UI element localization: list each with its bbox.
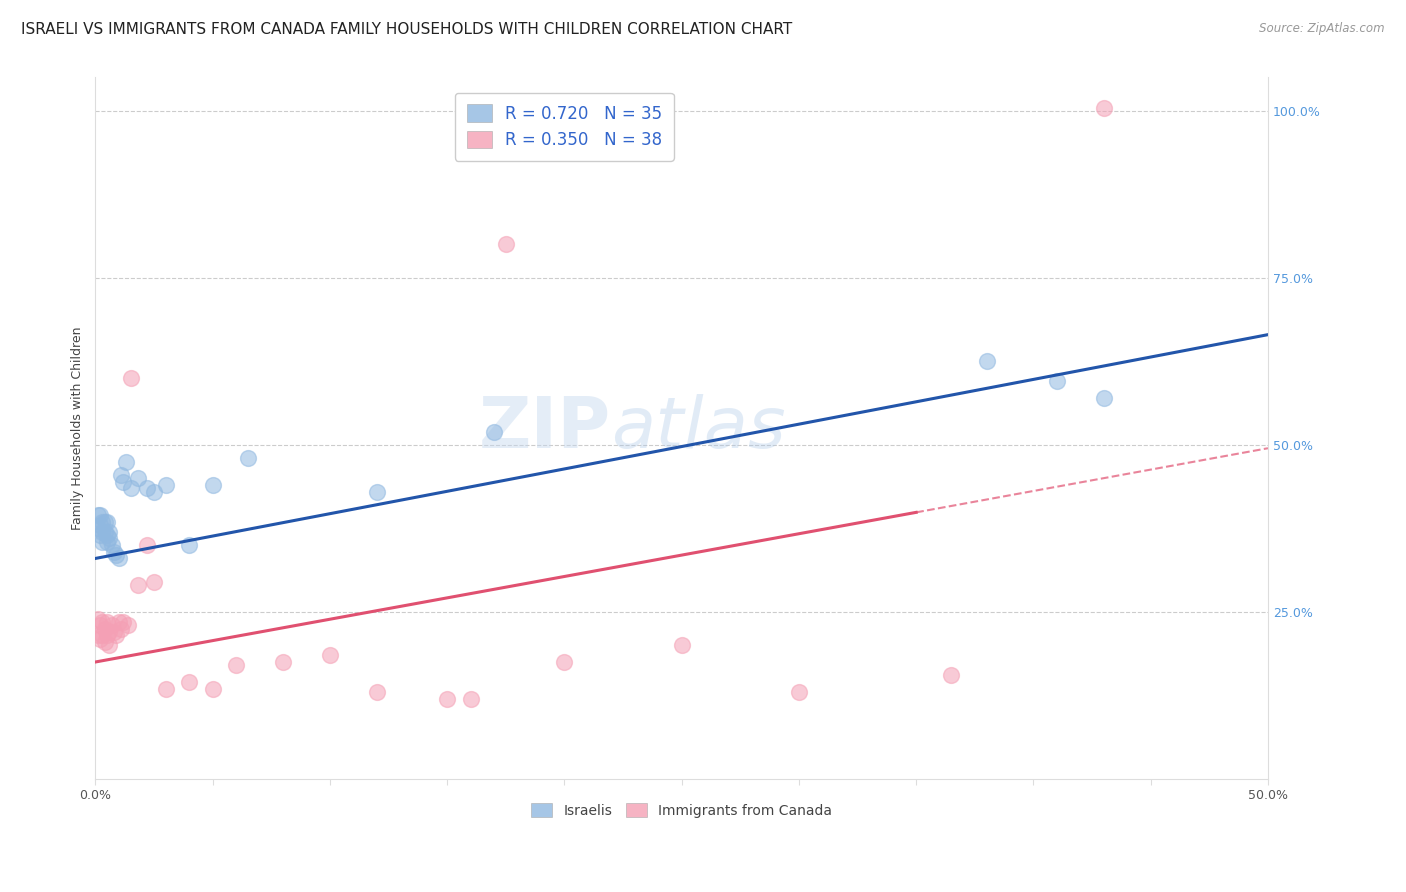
- Point: [127, 471, 149, 485]
- Point: [319, 648, 342, 663]
- Point: [89, 508, 111, 522]
- Point: [86, 521, 108, 535]
- Point: [100, 538, 122, 552]
- Text: ZIP: ZIP: [479, 393, 612, 463]
- Point: [91, 615, 114, 629]
- Point: [96, 528, 118, 542]
- Point: [976, 354, 998, 368]
- Point: [98, 638, 121, 652]
- Point: [143, 574, 166, 589]
- Point: [460, 691, 482, 706]
- Point: [98, 524, 121, 539]
- Point: [96, 534, 118, 549]
- Point: [787, 685, 810, 699]
- Point: [100, 618, 122, 632]
- Point: [89, 528, 111, 542]
- Point: [103, 545, 125, 559]
- Point: [91, 628, 114, 642]
- Point: [105, 628, 128, 642]
- Point: [482, 425, 505, 439]
- Point: [86, 628, 108, 642]
- Point: [96, 628, 118, 642]
- Point: [93, 635, 115, 649]
- Point: [136, 481, 159, 495]
- Point: [1092, 391, 1115, 405]
- Point: [93, 622, 115, 636]
- Legend: Israelis, Immigrants from Canada: Israelis, Immigrants from Canada: [524, 796, 839, 824]
- Point: [89, 618, 111, 632]
- Point: [155, 681, 177, 696]
- Point: [107, 615, 129, 629]
- Point: [179, 675, 201, 690]
- Point: [436, 691, 458, 706]
- Point: [110, 622, 132, 636]
- Point: [143, 484, 166, 499]
- Point: [201, 681, 224, 696]
- Point: [103, 624, 125, 639]
- Text: ISRAELI VS IMMIGRANTS FROM CANADA FAMILY HOUSEHOLDS WITH CHILDREN CORRELATION CH: ISRAELI VS IMMIGRANTS FROM CANADA FAMILY…: [21, 22, 793, 37]
- Point: [112, 615, 135, 629]
- Point: [941, 668, 963, 682]
- Point: [366, 685, 388, 699]
- Point: [91, 524, 114, 539]
- Y-axis label: Family Households with Children: Family Households with Children: [72, 326, 84, 530]
- Point: [366, 484, 388, 499]
- Point: [110, 467, 132, 482]
- Point: [98, 624, 121, 639]
- Point: [86, 508, 108, 522]
- Point: [553, 655, 575, 669]
- Point: [1092, 101, 1115, 115]
- Point: [271, 655, 294, 669]
- Point: [93, 515, 115, 529]
- Point: [127, 578, 149, 592]
- Point: [91, 515, 114, 529]
- Point: [117, 618, 139, 632]
- Point: [89, 632, 111, 646]
- Point: [236, 451, 259, 466]
- Point: [136, 538, 159, 552]
- Point: [91, 534, 114, 549]
- Point: [1046, 375, 1069, 389]
- Point: [96, 615, 118, 629]
- Point: [96, 515, 118, 529]
- Point: [86, 611, 108, 625]
- Point: [112, 475, 135, 489]
- Point: [120, 481, 142, 495]
- Point: [155, 478, 177, 492]
- Point: [225, 658, 247, 673]
- Text: atlas: atlas: [612, 393, 786, 463]
- Point: [107, 551, 129, 566]
- Point: [671, 638, 693, 652]
- Point: [115, 454, 138, 468]
- Point: [120, 371, 142, 385]
- Point: [201, 478, 224, 492]
- Point: [93, 524, 115, 539]
- Point: [105, 548, 128, 562]
- Point: [98, 532, 121, 546]
- Point: [179, 538, 201, 552]
- Point: [89, 518, 111, 533]
- Point: [495, 237, 517, 252]
- Text: Source: ZipAtlas.com: Source: ZipAtlas.com: [1260, 22, 1385, 36]
